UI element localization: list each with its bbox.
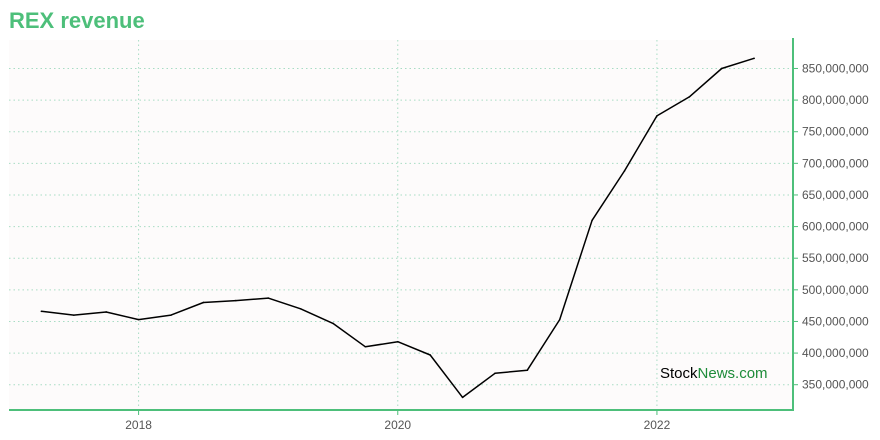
data-point	[753, 57, 755, 60]
data-point	[558, 318, 561, 321]
y-tick-label: 850,000,000	[802, 61, 869, 75]
watermark-part2: News.com	[697, 365, 768, 382]
y-tick-label: 400,000,000	[802, 346, 869, 360]
grid-lines	[9, 40, 793, 410]
data-point	[170, 314, 172, 316]
series-layer	[40, 57, 755, 399]
data-point	[40, 310, 43, 313]
data-point	[461, 396, 464, 399]
y-tick-label: 500,000,000	[802, 283, 869, 297]
data-point	[202, 301, 205, 304]
watermark: StockNews.com	[660, 365, 768, 382]
chart-title: REX revenue	[9, 8, 145, 33]
y-tick-label: 550,000,000	[802, 251, 869, 265]
tick-labels: 350,000,000 400,000,000 450,000,000 500,000…	[125, 61, 869, 432]
data-point	[332, 322, 334, 325]
data-point	[234, 299, 237, 302]
data-point	[494, 372, 496, 375]
y-tick-label: 450,000,000	[802, 314, 869, 328]
data-point	[591, 219, 593, 222]
data-point	[396, 340, 399, 343]
axes	[9, 38, 798, 415]
y-tick-label: 650,000,000	[802, 188, 869, 202]
y-tick-label: 700,000,000	[802, 156, 869, 170]
x-tick-label: 2020	[384, 418, 411, 432]
watermark-part1: Stock	[660, 365, 698, 382]
data-point	[720, 67, 723, 70]
data-point	[137, 318, 140, 321]
plot-background	[9, 40, 793, 410]
data-point	[299, 308, 302, 310]
data-point	[267, 297, 269, 299]
data-point	[72, 314, 75, 316]
data-point	[623, 170, 626, 172]
data-point	[429, 354, 431, 356]
data-point	[105, 311, 107, 313]
y-tick-label: 750,000,000	[802, 125, 869, 139]
data-point	[688, 96, 691, 98]
y-tick-label: 600,000,000	[802, 220, 869, 234]
x-tick-label: 2022	[644, 418, 671, 432]
y-tick-label: 350,000,000	[802, 378, 869, 392]
y-tick-label: 800,000,000	[802, 93, 869, 107]
data-point	[526, 369, 529, 371]
data-point	[364, 345, 367, 348]
x-tick-label: 2018	[125, 418, 152, 432]
data-point	[656, 115, 658, 117]
